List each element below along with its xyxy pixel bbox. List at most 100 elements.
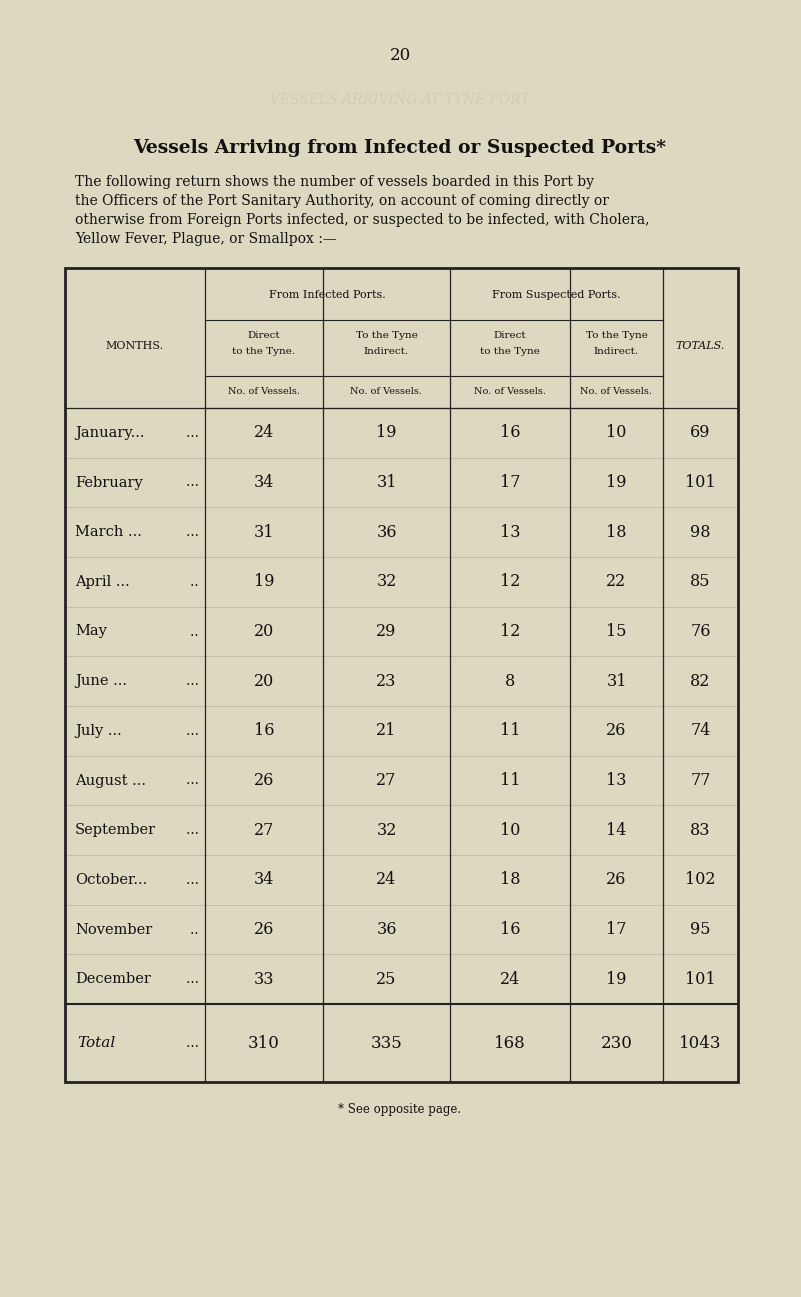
Text: 76: 76	[690, 623, 710, 639]
Text: ...: ...	[173, 724, 199, 738]
Text: 95: 95	[690, 921, 710, 938]
Text: 31: 31	[606, 673, 626, 690]
Text: 83: 83	[690, 822, 710, 839]
Text: otherwise from Foreign Ports infected, or suspected to be infected, with Cholera: otherwise from Foreign Ports infected, o…	[75, 213, 650, 227]
Text: 17: 17	[606, 921, 626, 938]
Text: 23: 23	[376, 673, 396, 690]
Text: 74: 74	[690, 722, 710, 739]
Text: 24: 24	[500, 970, 520, 988]
Text: TOTALS.: TOTALS.	[676, 341, 725, 351]
Bar	[65, 268, 738, 1082]
Text: 16: 16	[500, 921, 521, 938]
Text: 31: 31	[254, 524, 274, 541]
Text: 31: 31	[376, 473, 396, 492]
Text: 101: 101	[685, 473, 716, 492]
Text: From Infected Ports.: From Infected Ports.	[269, 291, 386, 300]
Text: No. of Vessels.: No. of Vessels.	[228, 388, 300, 397]
Text: 12: 12	[500, 623, 520, 639]
Text: 24: 24	[254, 424, 274, 441]
Text: March ...: March ...	[75, 525, 142, 540]
Text: Vessels Arriving from Infected or Suspected Ports*: Vessels Arriving from Infected or Suspec…	[134, 139, 666, 157]
Text: ...: ...	[173, 1036, 199, 1051]
Text: 82: 82	[690, 673, 710, 690]
Text: 18: 18	[606, 524, 626, 541]
Text: 1043: 1043	[679, 1035, 722, 1052]
Text: October...: October...	[75, 873, 147, 887]
Text: 14: 14	[606, 822, 626, 839]
Text: ..: ..	[177, 922, 199, 936]
Text: 20: 20	[254, 673, 274, 690]
Text: 98: 98	[690, 524, 710, 541]
Text: ...: ...	[173, 476, 199, 489]
Text: 33: 33	[254, 970, 274, 988]
Text: 25: 25	[376, 970, 396, 988]
Text: December: December	[75, 973, 151, 986]
Text: 12: 12	[500, 573, 520, 590]
Text: MONTHS.: MONTHS.	[106, 341, 164, 351]
Text: 32: 32	[376, 573, 396, 590]
Text: ..: ..	[177, 575, 199, 589]
Text: ...: ...	[173, 973, 199, 986]
Text: 36: 36	[376, 524, 396, 541]
Text: 34: 34	[254, 872, 274, 888]
Text: 69: 69	[690, 424, 710, 441]
Text: The following return shows the number of vessels boarded in this Port by: The following return shows the number of…	[75, 175, 594, 189]
Text: 230: 230	[601, 1035, 633, 1052]
Text: 24: 24	[376, 872, 396, 888]
Text: Direct: Direct	[493, 332, 526, 341]
Text: VESSELS ARRIVING AT TYNE PORT: VESSELS ARRIVING AT TYNE PORT	[270, 93, 530, 106]
Text: 19: 19	[606, 473, 626, 492]
Text: 15: 15	[606, 623, 626, 639]
Text: Indirect.: Indirect.	[594, 346, 639, 355]
Text: 26: 26	[254, 772, 274, 789]
Text: 10: 10	[606, 424, 626, 441]
Text: January...: January...	[75, 425, 144, 440]
Text: To the Tyne: To the Tyne	[356, 332, 417, 341]
Text: February: February	[75, 476, 143, 489]
Text: 26: 26	[254, 921, 274, 938]
Text: ...: ...	[173, 674, 199, 689]
Text: November: November	[75, 922, 152, 936]
Text: * See opposite page.: * See opposite page.	[339, 1104, 461, 1117]
Text: ...: ...	[173, 425, 199, 440]
Text: ..: ..	[177, 624, 199, 638]
Text: 27: 27	[254, 822, 274, 839]
Text: Yellow Fever, Plague, or Smallpox :—: Yellow Fever, Plague, or Smallpox :—	[75, 232, 336, 246]
Text: No. of Vessels.: No. of Vessels.	[351, 388, 422, 397]
Text: May: May	[75, 624, 107, 638]
Text: 32: 32	[376, 822, 396, 839]
Text: 11: 11	[500, 772, 521, 789]
Text: 29: 29	[376, 623, 396, 639]
Text: 26: 26	[606, 872, 626, 888]
Text: 20: 20	[254, 623, 274, 639]
Text: April ...: April ...	[75, 575, 130, 589]
Text: 21: 21	[376, 722, 396, 739]
Text: 10: 10	[500, 822, 520, 839]
Text: 8: 8	[505, 673, 515, 690]
Text: 77: 77	[690, 772, 710, 789]
Text: 19: 19	[606, 970, 626, 988]
Text: July ...: July ...	[75, 724, 122, 738]
Text: 335: 335	[371, 1035, 402, 1052]
Text: 19: 19	[254, 573, 274, 590]
Text: ...: ...	[173, 873, 199, 887]
Text: the Officers of the Port Sanitary Authority, on account of coming directly or: the Officers of the Port Sanitary Author…	[75, 195, 609, 208]
Text: August ...: August ...	[75, 773, 146, 787]
Text: 85: 85	[690, 573, 710, 590]
Text: Indirect.: Indirect.	[364, 346, 409, 355]
Text: 310: 310	[248, 1035, 280, 1052]
Text: 13: 13	[606, 772, 626, 789]
Text: 11: 11	[500, 722, 521, 739]
Text: 101: 101	[685, 970, 716, 988]
Text: 16: 16	[254, 722, 274, 739]
Text: to the Tyne.: to the Tyne.	[232, 346, 296, 355]
Text: Total: Total	[77, 1036, 115, 1051]
Text: 20: 20	[389, 47, 411, 64]
Text: 27: 27	[376, 772, 396, 789]
Text: 17: 17	[500, 473, 521, 492]
Text: ...: ...	[173, 525, 199, 540]
Text: 22: 22	[606, 573, 626, 590]
Text: 168: 168	[494, 1035, 526, 1052]
Text: 36: 36	[376, 921, 396, 938]
Text: 26: 26	[606, 722, 626, 739]
